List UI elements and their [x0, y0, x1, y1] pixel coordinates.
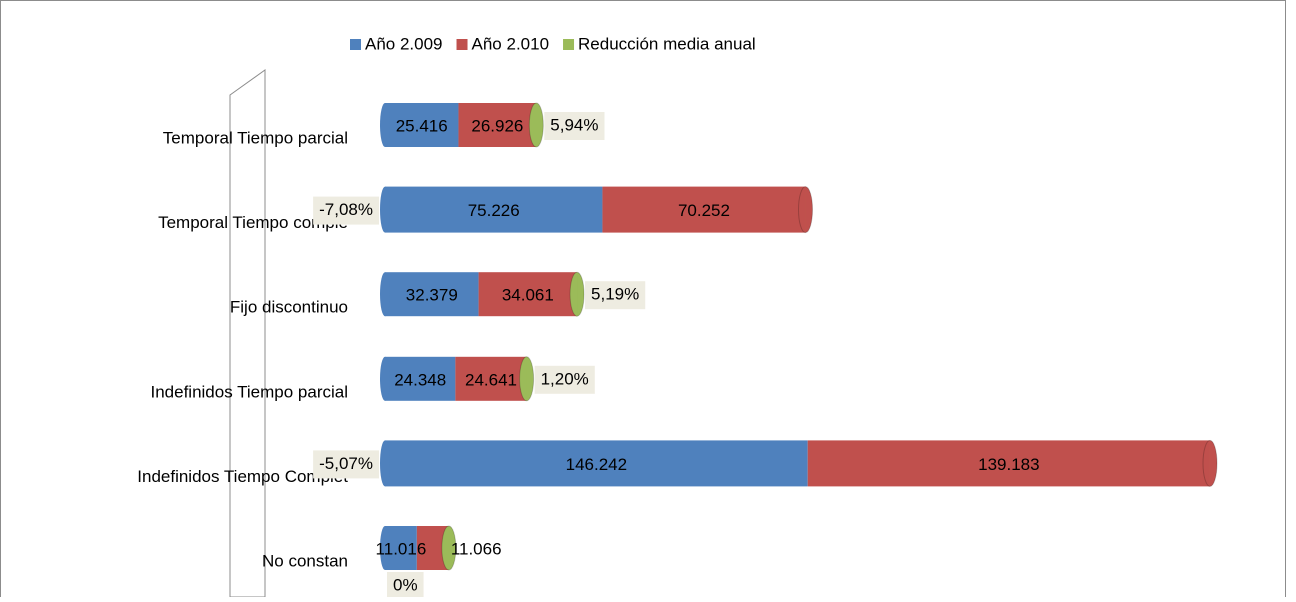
data-label: 75.226	[468, 201, 520, 220]
data-label: 24.348	[394, 370, 446, 389]
data-label: 1,20%	[541, 369, 589, 388]
category-label: No constan	[262, 551, 348, 570]
bar-start	[380, 187, 390, 233]
data-label: 34.061	[502, 286, 554, 305]
data-label: 32.379	[406, 286, 458, 305]
data-label: 11.066	[451, 539, 502, 558]
category-label: Indefinidos Tiempo parcial	[150, 382, 348, 401]
data-label: 25.416	[396, 116, 448, 135]
bar-start	[380, 440, 390, 486]
data-label: -5,07%	[319, 454, 373, 473]
legend-label: Año 2.009	[365, 34, 443, 53]
data-label: 11.016	[376, 539, 427, 558]
bar-start	[380, 272, 390, 316]
data-label: 24.641	[465, 370, 517, 389]
legend-swatch	[350, 39, 361, 50]
data-label: 5,19%	[591, 285, 639, 304]
data-label: 5,94%	[550, 115, 598, 134]
legend-label: Reducción media anual	[578, 34, 756, 53]
category-label: Fijo discontinuo	[230, 298, 348, 317]
category-label: Temporal Tiempo parcial	[163, 128, 348, 147]
data-label: 26.926	[471, 116, 523, 135]
data-label: 139.183	[978, 455, 1039, 474]
data-label: 146.242	[566, 455, 627, 474]
bar-start	[380, 357, 390, 401]
data-label: 70.252	[678, 201, 730, 220]
data-label: -7,08%	[319, 200, 373, 219]
data-label: 0%	[393, 575, 418, 594]
legend-swatch	[457, 39, 468, 50]
bar-start	[380, 103, 390, 147]
legend-swatch	[563, 39, 574, 50]
legend-label: Año 2.010	[472, 34, 550, 53]
